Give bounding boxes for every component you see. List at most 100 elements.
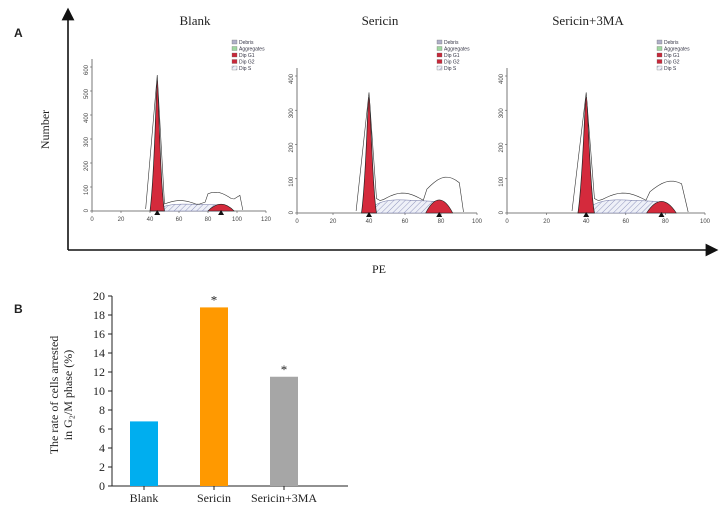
histogram-x-tick-label: 0 bbox=[295, 219, 299, 225]
histogram-y-tick-label: 200 bbox=[499, 142, 505, 153]
legend-label: Dip G2 bbox=[664, 60, 680, 66]
histogram-y-tick-label: 300 bbox=[499, 108, 505, 119]
histogram-x-tick-label: 60 bbox=[176, 217, 183, 223]
histogram-data-outline bbox=[355, 92, 464, 213]
histogram-g1-peak bbox=[577, 96, 595, 214]
bar-significance-marker: * bbox=[211, 292, 218, 307]
bar-category-label: Sericin bbox=[197, 491, 231, 505]
histogram-x-tick-label: 40 bbox=[583, 219, 590, 225]
legend-label: Dip G1 bbox=[239, 53, 255, 59]
legend-label: Dip S bbox=[444, 66, 457, 72]
histogram-y-tick-label: 0 bbox=[499, 210, 505, 214]
bar-y-tick-label: 6 bbox=[99, 422, 105, 436]
histogram-y-tick-label: 200 bbox=[289, 142, 295, 153]
legend-swatch bbox=[656, 59, 663, 64]
bar-y-tick-label: 8 bbox=[99, 403, 105, 417]
legend-swatch bbox=[436, 59, 443, 64]
histogram-peak-marker bbox=[154, 210, 161, 215]
histogram-title-sericin-3ma: Sericin+3MA bbox=[552, 13, 624, 28]
bar-category-label: Sericin+3MA bbox=[251, 491, 317, 505]
legend-label: Aggregates bbox=[239, 47, 265, 53]
histogram-g2-peak bbox=[646, 201, 677, 214]
histogram-title-blank: Blank bbox=[179, 13, 211, 28]
histogram-x-tick-label: 100 bbox=[700, 219, 711, 225]
histogram-peak-marker bbox=[436, 212, 443, 217]
panel-a-label: A bbox=[14, 26, 23, 40]
legend-swatch bbox=[436, 46, 443, 51]
legend-swatch bbox=[656, 65, 663, 71]
bar-y-tick-label: 2 bbox=[99, 460, 105, 474]
bar-sericin-3ma bbox=[270, 376, 298, 486]
histogram-y-tick-label: 300 bbox=[289, 108, 295, 119]
legend-swatch bbox=[231, 65, 238, 71]
legend-swatch bbox=[231, 46, 238, 51]
legend-label: Dip S bbox=[239, 66, 252, 72]
legend-swatch bbox=[436, 52, 443, 58]
histogram-x-tick-label: 60 bbox=[622, 219, 629, 225]
legend-swatch bbox=[231, 59, 238, 64]
histogram-y-tick-label: 200 bbox=[84, 160, 90, 171]
legend-swatch bbox=[656, 46, 663, 51]
legend-label: Dip G1 bbox=[664, 53, 680, 59]
bar-y-tick-label: 16 bbox=[93, 327, 105, 341]
panel-a-x-title: PE bbox=[372, 262, 387, 276]
histogram-y-tick-label: 400 bbox=[84, 112, 90, 123]
panel-b-y-label-line1: The rate of cells arrested bbox=[47, 336, 61, 455]
legend-label: Aggregates bbox=[664, 47, 690, 53]
histogram-g1-peak bbox=[361, 96, 377, 214]
bar-y-tick-label: 20 bbox=[93, 289, 105, 303]
panel-b-label: B bbox=[14, 302, 23, 316]
histogram-x-tick-label: 20 bbox=[543, 219, 550, 225]
histogram-peak-marker bbox=[218, 210, 225, 215]
histogram-y-tick-label: 0 bbox=[84, 208, 90, 212]
histogram-x-tick-label: 100 bbox=[232, 217, 243, 223]
legend-swatch bbox=[231, 39, 238, 45]
bar-category-label: Blank bbox=[130, 491, 159, 505]
histogram-y-tick-label: 400 bbox=[499, 73, 505, 84]
histogram-x-tick-label: 0 bbox=[90, 217, 94, 223]
legend-swatch bbox=[656, 52, 663, 58]
histogram-g2-peak bbox=[425, 199, 454, 214]
histogram-1: 0 100 200 300 400 0 20 40 60 80 100 DebrisAggregate… bbox=[289, 39, 483, 225]
histogram-2: 0 100 200 300 400 0 20 40 60 80 100 DebrisAggregate… bbox=[499, 39, 711, 225]
histogram-y-tick-label: 100 bbox=[289, 176, 295, 187]
legend-label: Dip G2 bbox=[444, 60, 460, 66]
histogram-x-tick-label: 20 bbox=[118, 217, 125, 223]
histogram-x-tick-label: 0 bbox=[505, 219, 509, 225]
histogram-peak-marker bbox=[658, 212, 665, 217]
legend-swatch bbox=[231, 52, 238, 58]
bar-sericin bbox=[200, 307, 228, 486]
histogram-y-tick-label: 100 bbox=[84, 184, 90, 195]
histogram-x-tick-label: 80 bbox=[662, 219, 669, 225]
histogram-y-tick-label: 0 bbox=[289, 210, 295, 214]
bar-significance-marker: * bbox=[281, 362, 288, 377]
histogram-peak-marker bbox=[366, 212, 372, 217]
bar-y-tick-label: 10 bbox=[93, 384, 105, 398]
histogram-y-tick-label: 300 bbox=[84, 136, 90, 147]
histogram-data-outline bbox=[145, 75, 244, 211]
histogram-g2-peak bbox=[207, 203, 235, 212]
bar-y-tick-label: 14 bbox=[93, 346, 105, 360]
histogram-x-tick-label: 40 bbox=[147, 217, 154, 223]
histogram-y-tick-label: 100 bbox=[499, 176, 505, 187]
histogram-y-tick-label: 500 bbox=[84, 88, 90, 99]
histogram-y-tick-label: 600 bbox=[84, 64, 90, 75]
histogram-x-tick-label: 100 bbox=[472, 219, 483, 225]
histogram-x-tick-label: 80 bbox=[205, 217, 212, 223]
panel-b-y-label-line2: in G₂/M phase (%) bbox=[61, 350, 75, 441]
bar-blank bbox=[130, 421, 158, 486]
legend-label: Debris bbox=[444, 40, 459, 46]
histogram-title-sericin: Sericin bbox=[361, 13, 399, 28]
histogram-y-tick-label: 400 bbox=[289, 73, 295, 84]
histogram-x-tick-label: 20 bbox=[330, 219, 337, 225]
legend-label: Debris bbox=[664, 40, 679, 46]
legend-swatch bbox=[656, 39, 663, 45]
histogram-peak-marker bbox=[583, 212, 590, 217]
legend-label: Dip G1 bbox=[444, 53, 460, 59]
legend-label: Debris bbox=[239, 40, 254, 46]
bar-y-tick-label: 18 bbox=[93, 308, 105, 322]
histogram-x-tick-label: 80 bbox=[438, 219, 445, 225]
